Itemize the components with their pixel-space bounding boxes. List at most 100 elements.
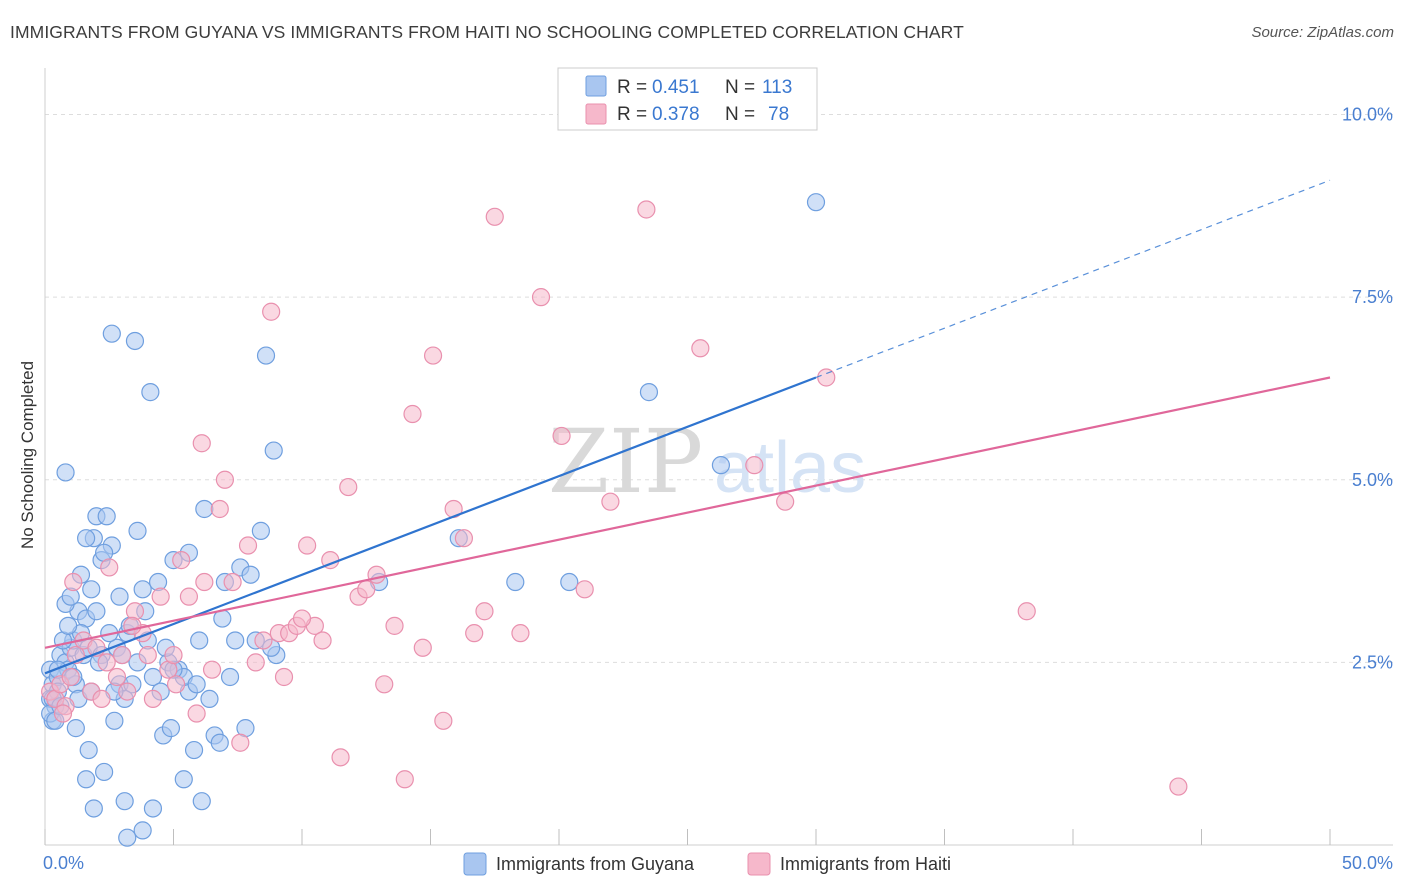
legend-r-label-haiti: R = (617, 104, 647, 125)
point-haiti-63 (637, 200, 656, 219)
y-tick-label-3: 10.0% (1342, 105, 1393, 125)
point-guyana-79 (192, 792, 211, 811)
point-guyana-30 (77, 529, 96, 548)
trend-lines (44, 179, 1331, 675)
point-guyana-97 (220, 667, 240, 687)
point-haiti-54 (454, 529, 474, 548)
point-guyana-110 (806, 193, 826, 212)
point-haiti-9 (92, 689, 111, 709)
point-guyana-52 (210, 733, 229, 752)
legend-n-value-haiti: 78 (768, 104, 789, 125)
point-guyana-65 (141, 383, 160, 402)
point-guyana-108 (639, 383, 659, 402)
point-haiti-11 (107, 667, 127, 687)
legend-n-value-guyana: 113 (762, 77, 792, 98)
point-haiti-27 (215, 470, 234, 489)
point-haiti-10 (100, 558, 119, 577)
point-haiti-75 (192, 434, 211, 453)
y-tick-label-1: 5.0% (1352, 470, 1393, 490)
point-haiti-41 (331, 748, 350, 767)
point-guyana-102 (59, 616, 78, 635)
point-guyana-100 (110, 587, 129, 606)
point-haiti-22 (179, 587, 199, 606)
point-haiti-51 (423, 346, 443, 365)
point-haiti-44 (357, 580, 376, 599)
point-haiti-77 (292, 609, 312, 628)
y-tick-label-2: 7.5% (1352, 287, 1393, 307)
point-haiti-72 (97, 653, 116, 672)
point-guyana-77 (143, 799, 163, 818)
point-guyana-29 (97, 507, 116, 526)
y-axis-title: No Schooling Completed (18, 361, 37, 549)
point-guyana-71 (79, 740, 98, 760)
point-haiti-33 (262, 302, 281, 321)
point-haiti-20 (164, 645, 183, 665)
point-haiti-65 (745, 456, 764, 475)
point-guyana-49 (200, 689, 219, 709)
point-haiti-46 (375, 675, 394, 694)
point-guyana-81 (105, 711, 124, 730)
point-guyana-74 (84, 799, 103, 818)
bottom-legend-swatch-haiti (747, 852, 771, 876)
point-haiti-57 (485, 207, 504, 226)
point-guyana-76 (133, 821, 152, 840)
point-haiti-21 (172, 551, 191, 570)
watermark: ZIP atlas (548, 410, 866, 513)
point-haiti-24 (195, 572, 214, 592)
point-guyana-80 (118, 828, 137, 847)
point-haiti-61 (575, 580, 594, 599)
y-tick-labels: 2.5% 5.0% 7.5% 10.0% (1342, 105, 1393, 673)
watermark-zip: ZIP (548, 410, 703, 513)
x-tick-min: 0.0% (43, 853, 84, 873)
point-haiti-12 (112, 645, 132, 665)
bottom-legend-label-guyana: Immigrants from Guyana (496, 854, 695, 874)
point-guyana-66 (56, 463, 75, 482)
point-haiti-70 (64, 572, 83, 592)
point-guyana-84 (184, 740, 204, 760)
point-haiti-31 (246, 653, 265, 672)
point-guyana-70 (66, 719, 85, 738)
point-haiti-59 (531, 288, 551, 307)
point-guyana-54 (226, 631, 245, 650)
point-guyana-59 (251, 521, 270, 540)
point-haiti-18 (151, 587, 170, 606)
legend-swatch-guyana (585, 75, 607, 97)
source-label: Source: ZipAtlas.com (1251, 24, 1394, 41)
point-guyana-63 (102, 324, 121, 343)
point-guyana-106 (506, 572, 525, 592)
trendline-guyana (44, 376, 817, 675)
point-guyana-22 (87, 602, 106, 621)
point-guyana-50 (195, 499, 214, 519)
point-haiti-13 (118, 682, 137, 701)
point-guyana-41 (143, 667, 163, 687)
point-haiti-62 (601, 492, 620, 511)
point-guyana-107 (560, 572, 579, 592)
point-haiti-45 (367, 565, 386, 584)
bottom-legend-swatch-guyana (463, 852, 487, 876)
point-haiti-47 (385, 616, 404, 635)
legend-r-label-guyana: R = (617, 77, 647, 98)
point-guyana-48 (190, 631, 209, 650)
point-haiti-74 (166, 675, 186, 694)
point-haiti-23 (187, 704, 206, 723)
point-guyana-78 (174, 770, 193, 789)
trendline-haiti (44, 376, 1331, 649)
legend-n-label-haiti: N = (725, 104, 755, 125)
point-guyana-67 (128, 521, 147, 540)
point-haiti-16 (138, 645, 157, 665)
point-guyana-60 (256, 346, 276, 365)
point-haiti-67 (817, 368, 836, 387)
point-haiti-39 (313, 631, 332, 650)
point-haiti-30 (238, 536, 258, 555)
series-haiti-points (41, 200, 1188, 796)
stats-legend: R = 0.451 N = 113 R = 0.378 N = 78 (557, 67, 818, 131)
point-haiti-17 (143, 689, 163, 709)
y-tick-label-0: 2.5% (1352, 652, 1393, 672)
point-haiti-52 (434, 711, 453, 730)
x-tick-max: 50.0% (1342, 853, 1393, 873)
point-guyana-75 (115, 792, 134, 811)
chart-title: IMMIGRANTS FROM GUYANA VS IMMIGRANTS FRO… (10, 22, 964, 42)
point-haiti-29 (231, 733, 250, 752)
point-haiti-55 (465, 624, 484, 643)
legend-n-label-guyana: N = (725, 77, 755, 98)
